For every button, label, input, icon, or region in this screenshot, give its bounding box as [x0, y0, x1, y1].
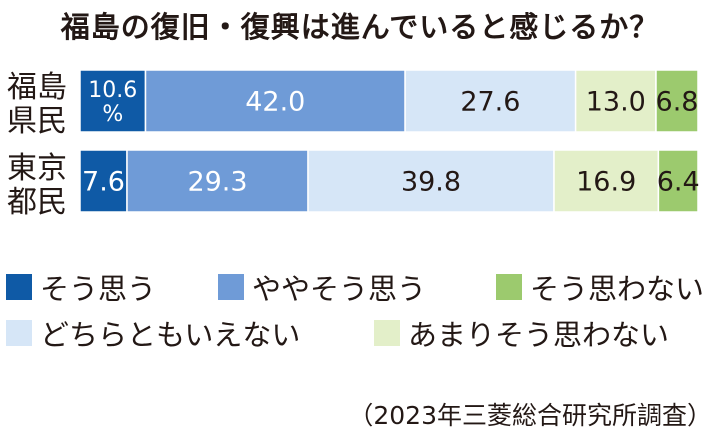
data-label: 29.3 — [187, 167, 247, 198]
source-note: （2023年三菱総合研究所調査） — [348, 401, 712, 430]
row-label-fukushima: 福島 県民 — [7, 70, 67, 139]
legend-label: どちらともいえない — [40, 318, 301, 352]
legend-swatch — [6, 320, 32, 346]
data-label: 42.0 — [245, 87, 305, 118]
legend-swatch — [6, 274, 32, 300]
bar-segment — [655, 69, 699, 133]
bar-segment — [553, 149, 660, 213]
data-label: 7.6 — [82, 167, 125, 198]
data-label: 6.4 — [657, 167, 700, 198]
bar-segment — [79, 149, 128, 213]
row-label-tokyo: 東京 都民 — [7, 151, 67, 220]
legend-swatch — [218, 274, 244, 300]
legend: そう思う ややそう思う そう思わない どちらともいえない あまりそう思わない — [6, 268, 716, 358]
bar-segment — [574, 69, 657, 133]
legend-label: そう思う — [40, 272, 157, 306]
legend-item-amari-omowanai: あまりそう思わない — [374, 314, 669, 352]
bar-segment — [79, 69, 147, 133]
bar-segment — [404, 69, 577, 133]
bar-segment — [126, 149, 309, 213]
plot-area: 10.6% 42.0 27.6 13.0 6.8 7.6 29.3 39.8 16.9 6.4 — [79, 69, 700, 213]
data-label: 6.8 — [656, 87, 699, 118]
legend-item-sou-omowanai: そう思わない — [496, 268, 704, 306]
legend-label: ややそう思う — [252, 272, 427, 306]
data-label: 16.9 — [576, 167, 636, 198]
data-label: 27.6 — [460, 87, 520, 118]
data-label: 39.8 — [401, 167, 461, 198]
legend-item-sou-omou: そう思う — [6, 268, 156, 306]
bar-segment — [657, 149, 699, 213]
data-label: 10.6% — [88, 78, 137, 127]
legend-swatch — [496, 274, 522, 300]
legend-label: そう思わない — [530, 272, 705, 306]
legend-label: あまりそう思わない — [408, 318, 670, 352]
data-label: 13.0 — [586, 87, 646, 118]
chart-title: 福島の復旧・復興は進んでいると感じるか？ — [60, 10, 660, 44]
legend-item-dochiratomo: どちらともいえない — [6, 314, 300, 352]
legend-item-yaya-sou-omou: ややそう思う — [218, 268, 426, 306]
bar-segment — [307, 149, 555, 213]
legend-swatch — [374, 320, 400, 346]
